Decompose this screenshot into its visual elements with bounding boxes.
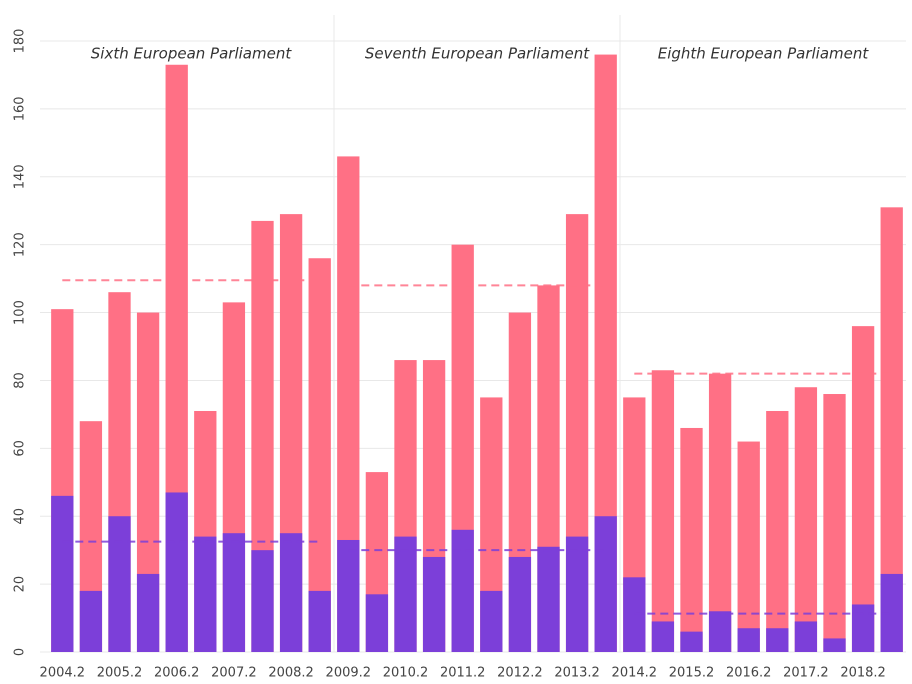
y-tick-label: 60 [13, 440, 28, 457]
bar [108, 516, 131, 652]
bar [766, 410, 789, 652]
bar [422, 556, 446, 652]
x-tick-label: 2006.2 [154, 666, 200, 681]
bar [823, 638, 846, 652]
bar [823, 394, 846, 652]
bar [880, 207, 903, 653]
period-label: Sixth European Parliament [91, 45, 293, 63]
bar [623, 577, 646, 652]
y-tick-label: 120 [13, 232, 28, 257]
y-tick-label: 100 [13, 300, 28, 325]
bar [851, 326, 875, 652]
bar [651, 621, 675, 652]
bar [680, 631, 703, 652]
bar [565, 536, 589, 652]
bar [708, 373, 732, 652]
bar [308, 258, 331, 652]
bar [794, 621, 818, 652]
x-tick-label: 2009.2 [326, 666, 372, 681]
bar [708, 611, 732, 652]
x-tick-label: 2010.2 [383, 666, 429, 681]
bar [594, 54, 617, 653]
bar [165, 492, 188, 652]
bar [537, 546, 560, 652]
bar [394, 536, 417, 652]
x-tick-label: 2013.2 [554, 666, 600, 681]
y-tick-label: 160 [13, 96, 28, 121]
bar [365, 594, 389, 652]
bar [51, 495, 74, 652]
y-tick-label: 40 [13, 508, 28, 525]
period-label: Eighth European Parliament [658, 45, 870, 63]
bar [337, 156, 360, 652]
x-tick-label: 2015.2 [669, 666, 715, 681]
bar [79, 590, 103, 652]
bar [222, 533, 246, 652]
x-tick-label: 2014.2 [612, 666, 658, 681]
bar [766, 628, 789, 652]
bar [337, 539, 360, 652]
x-tick-label: 2004.2 [40, 666, 86, 681]
y-tick-label: 20 [13, 576, 28, 593]
bar [480, 397, 503, 652]
bar [651, 370, 675, 652]
y-tick-label: 140 [13, 164, 28, 189]
y-tick-label: 0 [13, 648, 28, 656]
bar [308, 590, 331, 652]
x-tick-label: 2007.2 [211, 666, 257, 681]
x-tick-label: 2011.2 [440, 666, 486, 681]
bar [251, 550, 274, 652]
bar [851, 604, 875, 652]
bar [136, 573, 160, 652]
bar [136, 312, 160, 652]
period-label: Seventh European Parliament [365, 45, 590, 63]
bar [194, 536, 217, 652]
bar [737, 628, 760, 652]
x-tick-label: 2016.2 [726, 666, 772, 681]
bar [279, 533, 303, 652]
x-tick-label: 2017.2 [783, 666, 829, 681]
bar [508, 556, 532, 652]
x-tick-label: 2012.2 [497, 666, 543, 681]
y-tick-label: 180 [13, 29, 28, 54]
bar [594, 516, 617, 652]
bar [480, 590, 503, 652]
x-tick-label: 2008.2 [268, 666, 314, 681]
bar [251, 220, 274, 652]
x-tick-label: 2018.2 [840, 666, 886, 681]
bar [680, 427, 703, 652]
y-tick-label: 80 [13, 372, 28, 389]
bar [880, 573, 903, 652]
bar [794, 387, 818, 652]
bar [737, 441, 760, 652]
bar [451, 529, 474, 652]
x-tick-label: 2005.2 [97, 666, 143, 681]
